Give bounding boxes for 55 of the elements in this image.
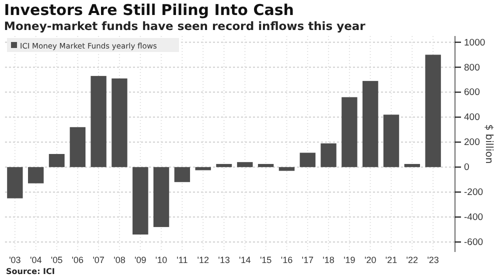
x-tick-label: '04: [30, 255, 42, 266]
x-tick-label: '23: [427, 255, 439, 266]
y-tick-label: 0: [464, 162, 470, 174]
x-tick-label: '07: [92, 255, 104, 266]
x-tick-label: '12: [197, 255, 209, 266]
y-tick-label: 600: [464, 87, 480, 98]
bar: [383, 114, 400, 168]
bar: [425, 54, 441, 168]
bar: [258, 164, 274, 168]
bar: [7, 167, 23, 198]
x-tick-label: '19: [344, 255, 356, 266]
x-tick-label: '15: [260, 255, 272, 266]
bar: [278, 167, 295, 171]
x-tick-label: '09: [134, 255, 146, 266]
x-tick-label: '06: [72, 255, 84, 266]
bar: [153, 167, 170, 228]
source-note: Source: ICI: [6, 267, 55, 276]
bar: [48, 154, 65, 168]
x-tick-label: '16: [280, 255, 293, 266]
bar: [362, 80, 378, 168]
y-tick-label: -400: [464, 212, 484, 224]
y-tick-label: 800: [464, 62, 480, 74]
bar: [216, 164, 232, 168]
chart-title: Investors Are Still Piling Into Cash: [4, 1, 294, 19]
bar: [195, 167, 211, 170]
x-tick-label: '05: [50, 255, 63, 266]
y-axis-title: $ billion: [483, 124, 494, 164]
bar: [70, 127, 86, 168]
y-tick-label: 1000: [464, 37, 486, 48]
bar: [320, 143, 336, 168]
x-tick-label: '11: [176, 255, 188, 266]
x-tick-label: '14: [239, 255, 251, 266]
y-tick-label: 200: [464, 137, 480, 148]
x-tick-label: '17: [302, 255, 314, 266]
x-tick-label: '03: [9, 255, 21, 266]
x-tick-label: '20: [364, 255, 376, 266]
bar: [112, 78, 128, 168]
x-tick-label: '10: [155, 255, 168, 266]
x-tick-label: '21: [385, 255, 398, 266]
x-tick-label: '13: [218, 255, 230, 266]
x-tick-label: '18: [322, 255, 334, 266]
bar: [404, 164, 420, 168]
bar: [174, 167, 190, 182]
y-tick-label: -600: [464, 237, 484, 248]
bar: [300, 152, 316, 168]
x-tick-label: '22: [406, 255, 418, 266]
chart-subtitle: Money-market funds have seen record inflows this year: [4, 19, 366, 33]
bar: [28, 167, 44, 184]
bar: [237, 162, 253, 168]
y-tick-label: 400: [464, 112, 480, 124]
x-tick-label: '08: [114, 255, 126, 266]
bar: [342, 97, 358, 168]
bar: [90, 76, 106, 168]
bar: [132, 167, 148, 235]
y-tick-label: -200: [464, 187, 484, 198]
